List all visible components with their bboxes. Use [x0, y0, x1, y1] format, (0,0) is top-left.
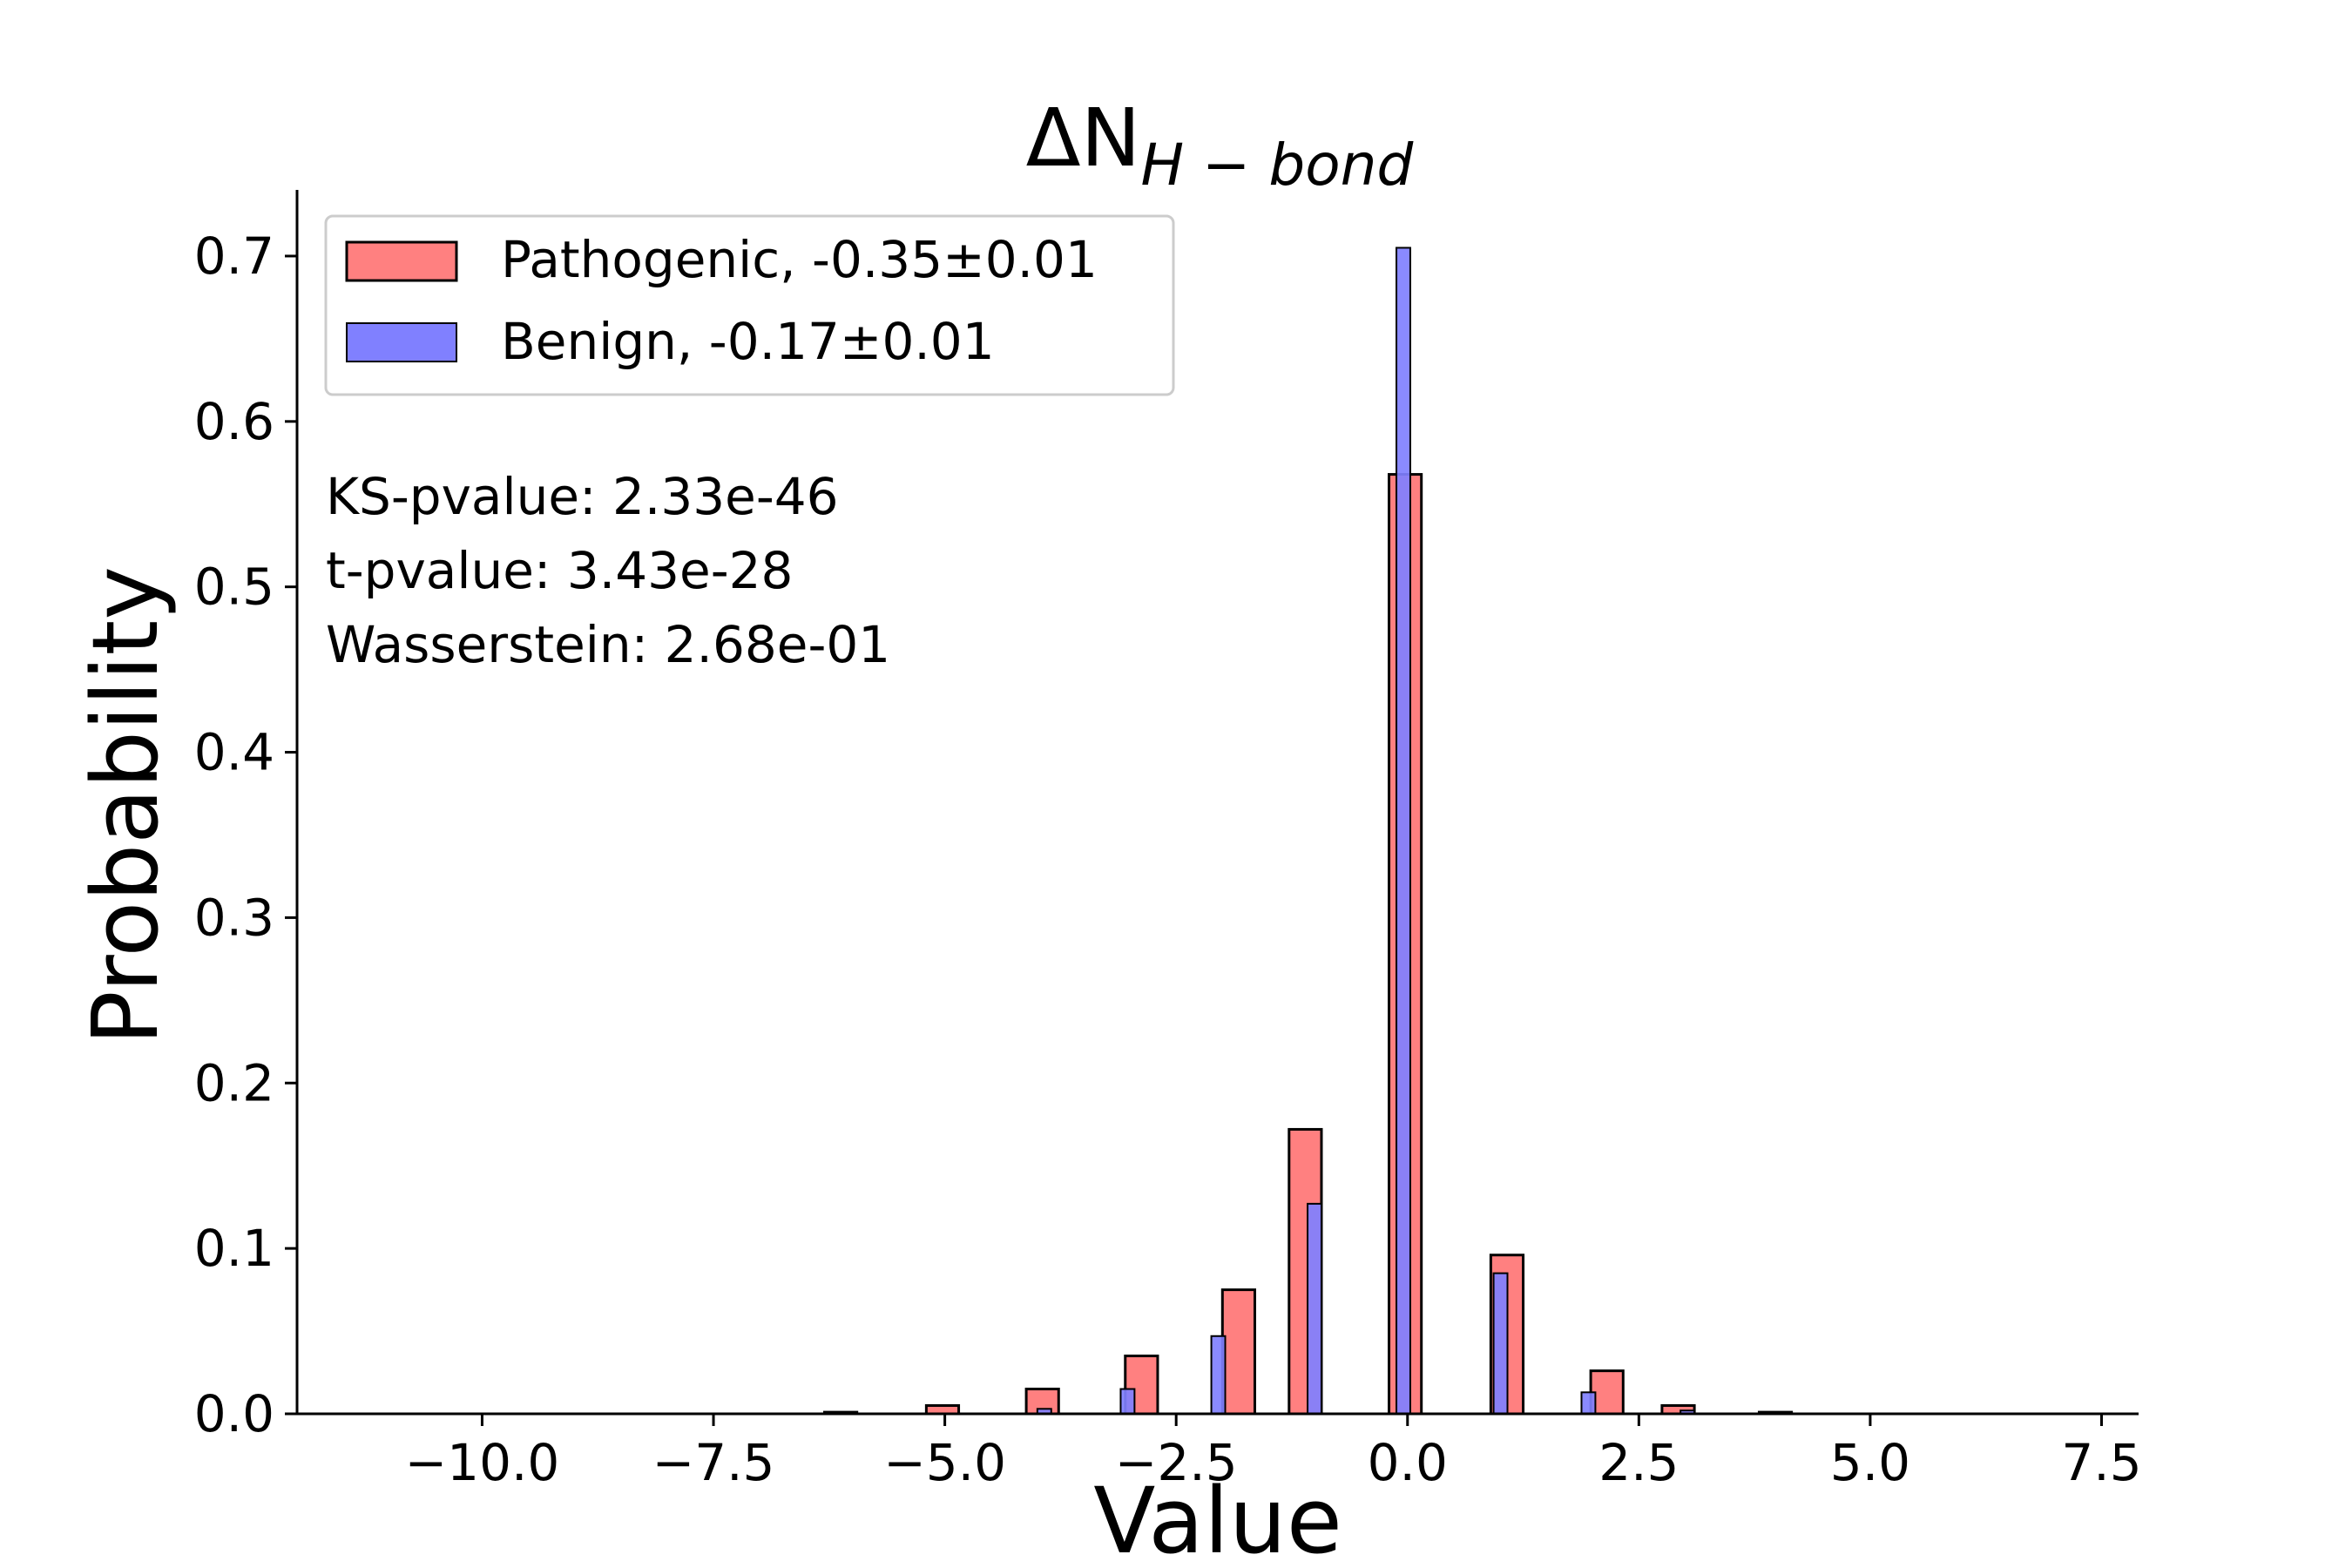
legend-swatch-benign	[346, 322, 457, 362]
x-tick-label: −2.5	[1115, 1433, 1238, 1492]
y-tick-label: 0.1	[194, 1219, 274, 1278]
x-axis-label: Value	[1093, 1468, 1342, 1568]
x-tick-label: −7.5	[652, 1433, 775, 1492]
legend-label-pathogenic: Pathogenic, -0.35±0.01	[501, 230, 1098, 289]
legend: Pathogenic, -0.35±0.01 Benign, -0.17±0.0…	[324, 214, 1175, 396]
chart-title-main: ΔN	[1026, 91, 1141, 185]
legend-swatch-pathogenic	[345, 240, 458, 282]
chart-title-subscript: H − bond	[1140, 132, 1414, 199]
benign-bar-2	[1210, 1335, 1227, 1416]
pathogenic-bar-9	[1220, 1288, 1256, 1416]
benign-bar-3	[1307, 1202, 1322, 1415]
y-axis-label: Probability	[72, 566, 179, 1045]
y-tick-label: 0.4	[194, 723, 274, 782]
legend-frame	[324, 214, 1175, 396]
stats-annotations: KS-pvalue: 2.33e-46 t-pvalue: 3.43e-28 W…	[326, 467, 890, 674]
benign-bar-5	[1492, 1272, 1509, 1415]
x-axis-ticks: −10.0 −7.5 −5.0 −2.5 0.0 2.5 5.0 7.5	[405, 1414, 2142, 1492]
y-tick-label: 0.2	[194, 1053, 274, 1112]
y-tick-label: 0.6	[194, 392, 274, 451]
benign-bar-4	[1396, 247, 1411, 1415]
x-tick-label: 2.5	[1598, 1433, 1679, 1492]
x-tick-label: 7.5	[2061, 1433, 2141, 1492]
ks-pvalue-text: KS-pvalue: 2.33e-46	[326, 467, 839, 526]
benign-bar-6	[1580, 1391, 1597, 1416]
y-tick-label: 0.7	[194, 226, 274, 286]
x-tick-label: 0.0	[1368, 1433, 1448, 1492]
benign-bar-1	[1119, 1388, 1136, 1415]
y-tick-label: 0.3	[194, 888, 274, 947]
wasserstein-text: Wasserstein: 2.68e-01	[326, 615, 890, 674]
y-tick-label: 0.0	[194, 1384, 274, 1443]
t-pvalue-text: t-pvalue: 3.43e-28	[326, 541, 793, 600]
y-axis-ticks: 0.0 0.1 0.2 0.3 0.4 0.5 0.6 0.7	[194, 226, 297, 1443]
x-tick-label: −5.0	[883, 1433, 1006, 1492]
benign-bars	[1036, 247, 1696, 1416]
y-tick-label: 0.5	[194, 558, 274, 617]
x-tick-label: 5.0	[1830, 1433, 1910, 1492]
x-tick-label: −10.0	[405, 1433, 560, 1492]
chart-title: ΔNH − bond	[1026, 91, 1415, 199]
legend-label-benign: Benign, -0.17±0.01	[501, 312, 995, 371]
